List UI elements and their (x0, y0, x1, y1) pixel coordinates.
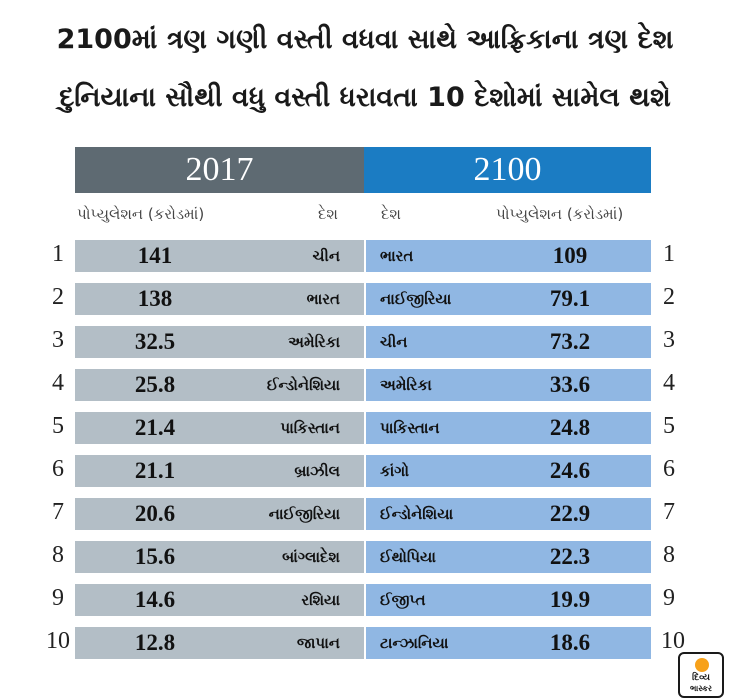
population-value-2017: 141 (137, 243, 173, 268)
country-name-2017: જાપાન (296, 634, 340, 652)
rank-right: 1 (663, 241, 675, 267)
country-name-2017: ઈન્ડોનેશિયા (266, 376, 340, 394)
rank-right: 8 (663, 542, 675, 568)
country-name-2017: નાઈજીરિયા (268, 505, 340, 523)
country-name-2017: અમેરિકા (288, 333, 340, 351)
population-value-2017: 14.6 (134, 587, 176, 612)
rank-right: 5 (663, 413, 675, 439)
country-name-2017: ભારત (306, 290, 340, 308)
rank-right: 9 (663, 585, 675, 611)
left-population-header: પોપ્યુલેશન (કરોડમાં) (77, 205, 205, 223)
year-header-2100: 2100 (364, 147, 651, 193)
row-2017: 21.1 બ્રાઝીલ (75, 455, 364, 487)
row-2017: 14.6 રશિયા (75, 584, 364, 616)
row-2100: ઈન્ડોનેશિયા 22.9 (366, 498, 651, 530)
row-2017: 138 ભારત (75, 283, 364, 315)
row-2017: 141 ચીન (75, 240, 364, 272)
country-name-2017: ચીન (312, 247, 340, 265)
country-name-2100: ઈન્ડોનેશિયા (380, 505, 454, 523)
row-2100: નાઈજીરિયા 79.1 (366, 283, 651, 315)
rank-right: 3 (663, 327, 675, 353)
country-name-2017: બાંગ્લાદેશ (282, 548, 340, 566)
population-value-2100: 73.2 (549, 329, 591, 354)
country-name-2100: કાંગો (380, 462, 409, 480)
right-population-header: પોપ્યુલેશન (કરોડમાં) (496, 205, 624, 223)
rank-left: 9 (52, 585, 64, 611)
rank-right: 7 (663, 499, 675, 525)
country-name-2017: બ્રાઝીલ (294, 462, 340, 480)
row-2100: ઈજીપ્ત 19.9 (366, 584, 651, 616)
row-2017: 15.6 બાંગ્લાદેશ (75, 541, 364, 573)
population-value-2100: 33.6 (549, 372, 591, 397)
row-2017: 21.4 પાકિસ્તાન (75, 412, 364, 444)
population-value-2100: 24.8 (549, 415, 591, 440)
population-value-2017: 21.1 (134, 458, 176, 483)
population-value-2017: 20.6 (134, 501, 176, 526)
row-2017: 25.8 ઈન્ડોનેશિયા (75, 369, 364, 401)
chart-title-line-1: 2100માં ત્રણ ગણી વસ્તી વધવા સાથે આફ્રિકા… (56, 24, 674, 55)
rank-left: 6 (52, 456, 64, 482)
right-country-header: દેશ (381, 205, 401, 223)
country-name-2100: નાઈજીરિયા (380, 290, 452, 308)
rank-left: 1 (52, 241, 64, 267)
country-name-2100: ચીન (380, 333, 408, 351)
population-value-2100: 18.6 (549, 630, 591, 655)
sun-icon (695, 658, 709, 672)
row-2100: ઈથોપિયા 22.3 (366, 541, 651, 573)
rank-left: 5 (52, 413, 64, 439)
country-name-2100: ટાન્ઝાનિયા (380, 634, 449, 652)
row-2100: પાકિસ્તાન 24.8 (366, 412, 651, 444)
population-value-2017: 25.8 (134, 372, 176, 397)
population-value-2017: 32.5 (134, 329, 176, 354)
population-value-2100: 22.9 (549, 501, 591, 526)
divya-bhaskar-logo: દિવ્ય ભાસ્કર (678, 652, 724, 698)
row-2017: 32.5 અમેરિકા (75, 326, 364, 358)
country-name-2100: ઈથોપિયા (380, 548, 436, 566)
population-value-2100: 24.6 (549, 458, 591, 483)
rank-right: 2 (663, 284, 675, 310)
row-2017: 12.8 જાપાન (75, 627, 364, 659)
row-2100: ભારત 109 (366, 240, 651, 272)
rank-left: 7 (52, 499, 64, 525)
row-2100: ચીન 73.2 (366, 326, 651, 358)
population-value-2100: 19.9 (549, 587, 591, 612)
country-name-2017: રશિયા (301, 591, 340, 609)
population-value-2100: 79.1 (549, 286, 591, 311)
rank-right: 10 (661, 628, 685, 654)
row-2017: 20.6 નાઈજીરિયા (75, 498, 364, 530)
left-country-header: દેશ (318, 205, 338, 223)
population-value-2017: 15.6 (134, 544, 176, 569)
country-name-2100: અમેરિકા (380, 376, 432, 394)
rank-left: 2 (52, 284, 64, 310)
country-name-2100: પાકિસ્તાન (380, 419, 440, 437)
rank-left: 3 (52, 327, 64, 353)
population-value-2017: 21.4 (134, 415, 176, 440)
chart-title-line-2: દુનિયાના સૌથી વધુ વસ્તી ધરાવતા 10 દેશોમા… (59, 82, 671, 113)
logo-line-1: દિવ્ય (692, 673, 710, 683)
rank-left: 4 (52, 370, 64, 396)
rank-left: 10 (46, 628, 70, 654)
year-header-2017: 2017 (75, 147, 364, 193)
country-name-2017: પાકિસ્તાન (280, 419, 340, 437)
population-value-2100: 22.3 (549, 544, 591, 569)
row-2100: કાંગો 24.6 (366, 455, 651, 487)
rank-left: 8 (52, 542, 64, 568)
country-name-2100: ભારત (380, 247, 414, 265)
population-value-2100: 109 (552, 243, 588, 268)
row-2100: અમેરિકા 33.6 (366, 369, 651, 401)
country-name-2100: ઈજીપ્ત (380, 591, 426, 609)
logo-line-2: ભાસ્કર (689, 684, 713, 693)
population-value-2017: 12.8 (134, 630, 176, 655)
population-value-2017: 138 (137, 286, 173, 311)
row-2100: ટાન્ઝાનિયા 18.6 (366, 627, 651, 659)
rank-right: 6 (663, 456, 675, 482)
rank-right: 4 (663, 370, 675, 396)
